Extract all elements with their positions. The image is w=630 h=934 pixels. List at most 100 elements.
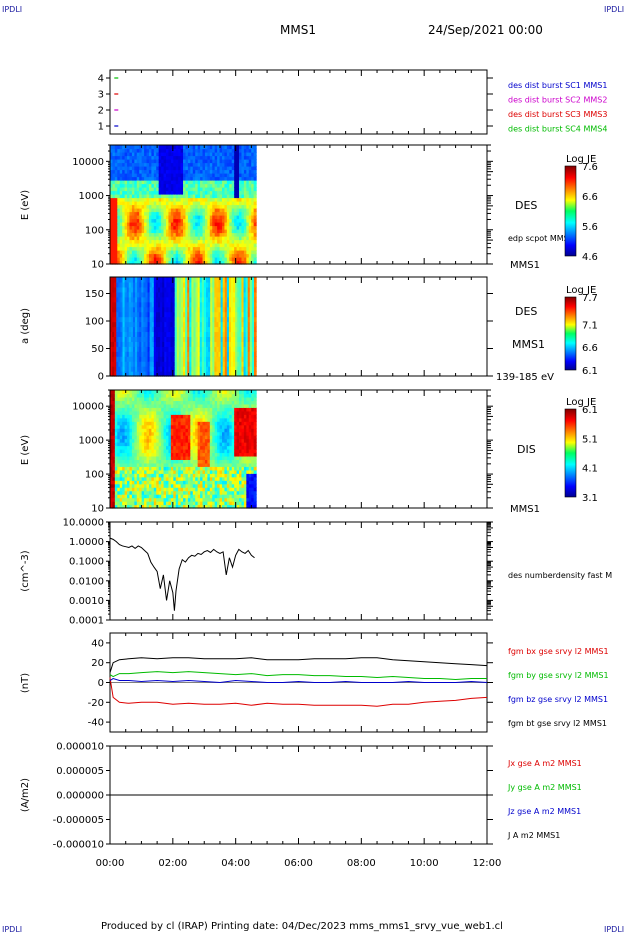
spectrogram-cell (224, 155, 228, 160)
spectrogram-cell (131, 246, 135, 251)
spectrogram-cell (172, 366, 176, 372)
spectrogram-cell (208, 281, 211, 288)
spectrogram-cell (217, 159, 221, 164)
spectrogram-cell (237, 301, 240, 308)
spectrogram-cell (141, 201, 145, 206)
spectrogram-cell (139, 253, 143, 258)
spectrogram-cell (119, 190, 123, 195)
spectrogram-cell (163, 403, 167, 408)
spectrogram-cell (207, 239, 211, 244)
spectrogram-cell (239, 316, 243, 323)
spectrogram-cell (168, 253, 172, 258)
spectrogram-cell (176, 331, 180, 337)
spectrogram-cell (185, 476, 189, 481)
spectrogram-cell (187, 476, 191, 481)
spectrogram-cell (118, 311, 122, 318)
spectrogram-cell (120, 316, 124, 323)
spectrogram-cell (191, 281, 195, 288)
spectrogram-cell (110, 159, 114, 164)
spectrogram-cell (197, 466, 201, 471)
spectrogram-cell (199, 331, 203, 337)
spectrogram-cell (212, 246, 216, 251)
spectrogram-cell (199, 316, 203, 323)
spectrogram-cell (122, 497, 126, 502)
spectrogram-cell (218, 311, 222, 318)
spectrogram-cell (124, 424, 128, 429)
spectrogram-cell (164, 311, 167, 318)
spectrogram-cell (173, 431, 177, 436)
spectrogram-cell (110, 204, 114, 209)
spectrogram-cell (219, 253, 223, 258)
spectrogram-cell (192, 253, 196, 258)
spectrogram-cell (144, 421, 148, 426)
spectrogram-cell (178, 390, 182, 395)
spectrogram-cell (190, 476, 194, 481)
spectrogram-cell (144, 148, 148, 153)
spectrogram-cell (156, 232, 160, 237)
spectrogram-cell (158, 428, 162, 433)
spectrogram-cell (243, 356, 247, 362)
spectrogram-cell (226, 201, 230, 206)
spectrogram-cell (135, 301, 138, 308)
spectrogram-cell (112, 225, 116, 230)
spectrogram-cell (202, 187, 206, 192)
spectrogram-cell (137, 356, 140, 362)
spectrogram-cell (214, 346, 218, 352)
spectrogram-cell (156, 204, 160, 209)
spectrogram-cell (234, 215, 238, 220)
spectrogram-cell (126, 351, 130, 357)
spectrogram-cell (166, 504, 170, 509)
spectrogram-cell (193, 321, 197, 328)
spectrogram-cell (209, 201, 213, 206)
spectrogram-cell (117, 190, 121, 195)
spectrogram-cell (110, 400, 114, 405)
spectrogram-cell (185, 459, 189, 464)
spectrogram-cell (146, 194, 150, 199)
spectrogram-cell (145, 356, 149, 362)
spectrogram-cell (222, 246, 226, 251)
spectrogram-cell (124, 480, 128, 485)
spectrogram-cell (226, 351, 230, 357)
spectrogram-cell (112, 232, 116, 237)
spectrogram-cell (149, 366, 153, 372)
spectrogram-cell (114, 321, 117, 328)
spectrogram-cell (241, 306, 245, 313)
spectrogram-cell (128, 371, 132, 377)
spectrogram-cell (173, 180, 177, 185)
spectrogram-cell (161, 162, 165, 167)
spectrogram-cell (251, 176, 255, 181)
spectrogram-cell (146, 218, 150, 223)
spectrogram-cell (173, 469, 177, 474)
spectrogram-cell (134, 403, 138, 408)
spectrogram-cell (243, 316, 247, 323)
spectrogram-cell (131, 218, 135, 223)
spectrogram-cell (178, 169, 182, 174)
spectrogram-cell (175, 494, 179, 499)
spectrogram-cell (117, 421, 121, 426)
spectrogram-cell (130, 296, 134, 303)
spectrogram-cell (180, 417, 184, 422)
spectrogram-cell (170, 201, 174, 206)
spectrogram-cell (153, 483, 157, 488)
spectrogram-cell (183, 393, 187, 398)
spectrogram-cell (173, 166, 177, 171)
spectrogram-cell (161, 466, 165, 471)
spectrogram-cell (146, 145, 150, 150)
spectrogram-cell (245, 326, 249, 333)
spectrogram-cell (148, 455, 152, 461)
spectrogram-cell (143, 366, 147, 372)
spectrogram-cell (178, 190, 182, 195)
spectrogram-cell (124, 414, 128, 419)
spectrogram-cell (200, 166, 204, 171)
spectrogram-cell (129, 159, 133, 164)
spectrogram-cell (190, 501, 194, 506)
spectrogram-cell (166, 236, 170, 241)
spectrogram-cell (119, 473, 123, 478)
spectrogram-cell (206, 281, 209, 288)
spectrogram-cell (209, 225, 213, 230)
spectrogram-cell (234, 159, 238, 164)
spectrogram-cell (185, 311, 188, 318)
spectrogram-cell (208, 301, 211, 308)
spectrogram-cell (168, 428, 172, 433)
spectrogram-cell (153, 424, 157, 429)
